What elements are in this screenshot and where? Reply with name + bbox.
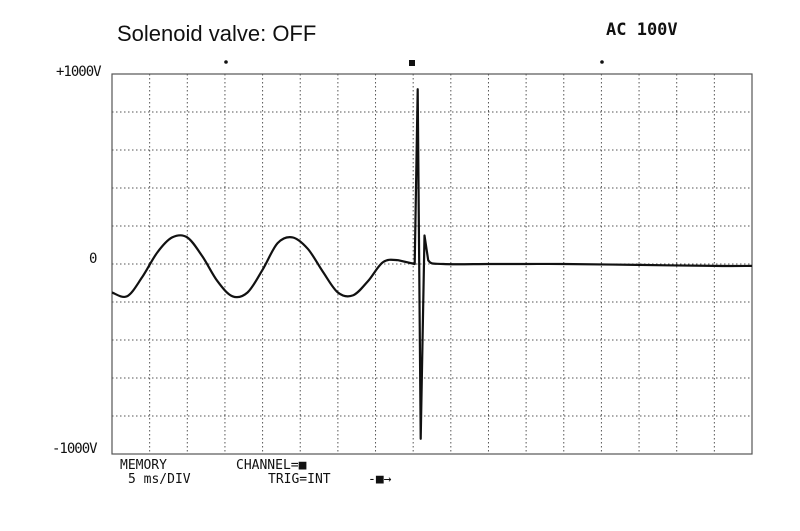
status-timebase: 5 ms/DIV <box>128 472 191 487</box>
y-tick-label-top: +1000V <box>56 64 102 80</box>
trigger-marker: -■→ <box>368 472 392 487</box>
y-tick-label-bottom: -1000V <box>52 441 98 457</box>
status-channel: CHANNEL=■ <box>236 458 307 473</box>
trigger-position-marker <box>409 60 415 66</box>
chart-title: Solenoid valve: OFF <box>117 21 317 46</box>
trigger-markers <box>224 60 604 66</box>
status-trigger: TRIG=INT <box>268 472 331 487</box>
supply-voltage-label: AC 100V <box>606 20 678 40</box>
status-mode: MEMORY <box>120 458 167 473</box>
marker-dot <box>224 60 228 64</box>
marker-dot <box>600 60 604 64</box>
waveform-trace <box>111 88 753 440</box>
y-tick-label-zero: 0 <box>89 251 98 267</box>
